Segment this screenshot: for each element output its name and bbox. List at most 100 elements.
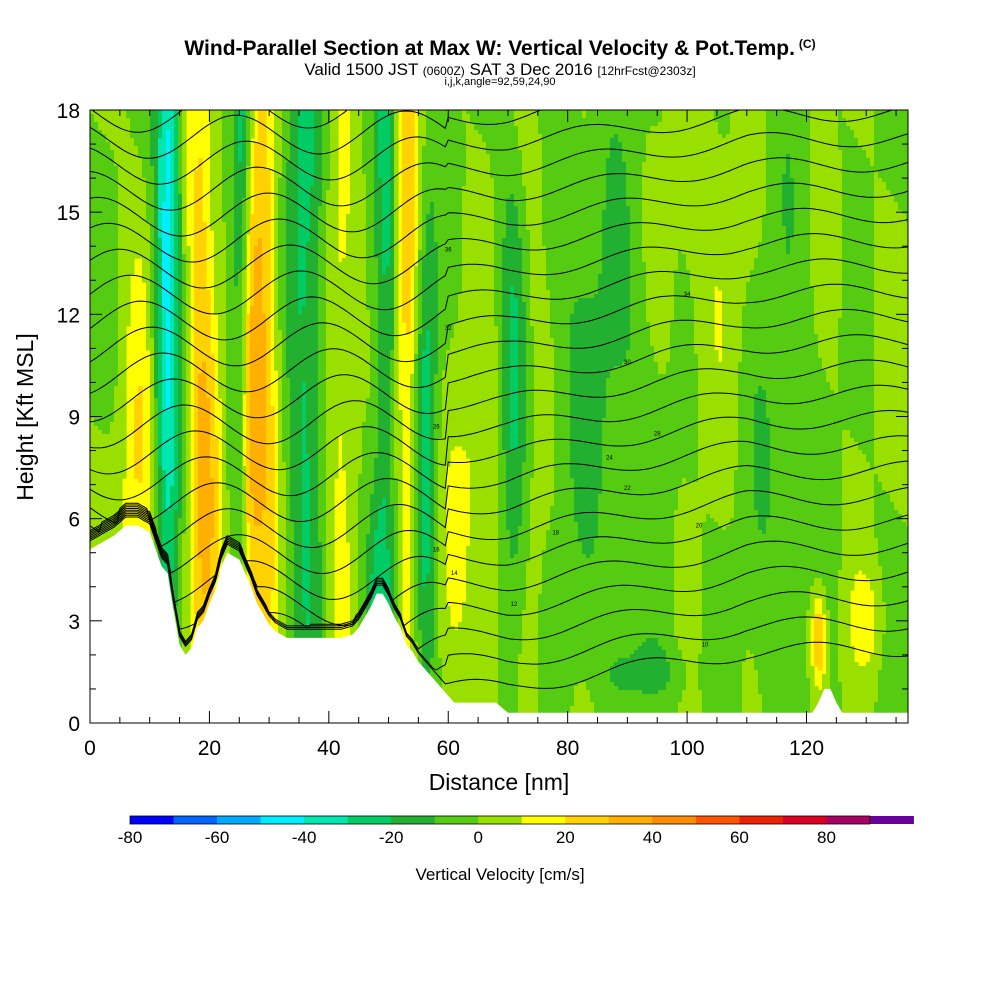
field-cell (114, 250, 119, 255)
field-cell (154, 250, 159, 255)
field-cell (118, 486, 123, 491)
field-cell (118, 210, 123, 215)
field-cell (90, 442, 95, 447)
field-cell (90, 122, 95, 127)
field-cell (102, 202, 107, 207)
field-cell (154, 502, 159, 507)
field-cell (122, 310, 127, 315)
field-cell (102, 402, 107, 407)
field-cell (90, 462, 95, 467)
field-cell (98, 438, 103, 443)
field-cell (102, 254, 107, 259)
field-cell (114, 230, 119, 235)
field-cell (138, 454, 143, 459)
field-cell (106, 478, 111, 483)
field-cell (134, 182, 139, 187)
field-cell (110, 214, 115, 219)
field-cell (126, 218, 131, 223)
field-cell (126, 274, 131, 279)
field-cell (98, 378, 103, 383)
field-cell (138, 246, 143, 251)
field-cell (122, 418, 127, 423)
field-cell (146, 342, 151, 347)
field-cell (126, 234, 131, 239)
field-cell (94, 206, 99, 211)
field-cell (110, 190, 115, 195)
field-cell (134, 454, 139, 459)
field-cell (94, 338, 99, 343)
field-cell (130, 166, 135, 171)
field-cell (114, 238, 119, 243)
field-cell (150, 366, 155, 371)
field-cell (114, 422, 119, 427)
field-cell (94, 442, 99, 447)
field-cell (94, 426, 99, 431)
field-cell (106, 254, 111, 259)
field-cell (102, 430, 107, 435)
field-cell (146, 174, 151, 179)
field-cell (102, 462, 107, 467)
field-cell (98, 178, 103, 183)
field-cell (98, 294, 103, 299)
field-cell (130, 178, 135, 183)
field-cell (90, 158, 95, 163)
field-cell (90, 514, 95, 519)
field-cell (114, 318, 119, 323)
field-cell (130, 114, 135, 119)
field-cell (94, 362, 99, 367)
field-cell (150, 494, 155, 499)
field-cell (130, 242, 135, 247)
field-cell (110, 230, 115, 235)
field-cell (146, 226, 151, 231)
field-cell (102, 186, 107, 191)
field-cell (118, 298, 123, 303)
field-cell (130, 238, 135, 243)
field-cell (110, 322, 115, 327)
field-cell (150, 238, 155, 243)
field-cell (118, 278, 123, 283)
field-cell (134, 206, 139, 211)
field-cell (94, 202, 99, 207)
field-cell (154, 458, 159, 463)
field-cell (110, 174, 115, 179)
field-cell (94, 294, 99, 299)
field-cell (102, 126, 107, 131)
field-cell (146, 134, 151, 139)
field-cell (106, 210, 111, 215)
field-cell (114, 266, 119, 271)
field-cell (110, 366, 115, 371)
field-cell (142, 186, 147, 191)
field-cell (150, 498, 155, 503)
field-cell (146, 234, 151, 239)
field-cell (102, 478, 107, 483)
field-cell (98, 374, 103, 379)
field-cell (102, 498, 107, 503)
field-cell (130, 142, 135, 147)
field-cell (114, 154, 119, 159)
field-cell (138, 110, 143, 115)
field-cell (154, 506, 159, 511)
field-cell (102, 378, 107, 383)
field-cell (138, 446, 143, 451)
field-cell (134, 186, 139, 191)
field-cell (130, 110, 135, 115)
field-cell (90, 478, 95, 483)
field-cell (118, 314, 123, 319)
field-cell (106, 354, 111, 359)
field-cell (150, 218, 155, 223)
field-cell (98, 334, 103, 339)
field-cell (110, 430, 115, 435)
field-cell (94, 118, 99, 123)
field-cell (98, 390, 103, 395)
field-cell (154, 178, 159, 183)
field-cell (94, 258, 99, 263)
field-cell (134, 474, 139, 479)
field-cell (154, 306, 159, 311)
field-cell (126, 242, 131, 247)
field-cell (114, 110, 119, 115)
field-cell (110, 274, 115, 279)
field-cell (122, 358, 127, 363)
field-cell (146, 166, 151, 171)
field-cell (122, 298, 127, 303)
field-cell (122, 322, 127, 327)
